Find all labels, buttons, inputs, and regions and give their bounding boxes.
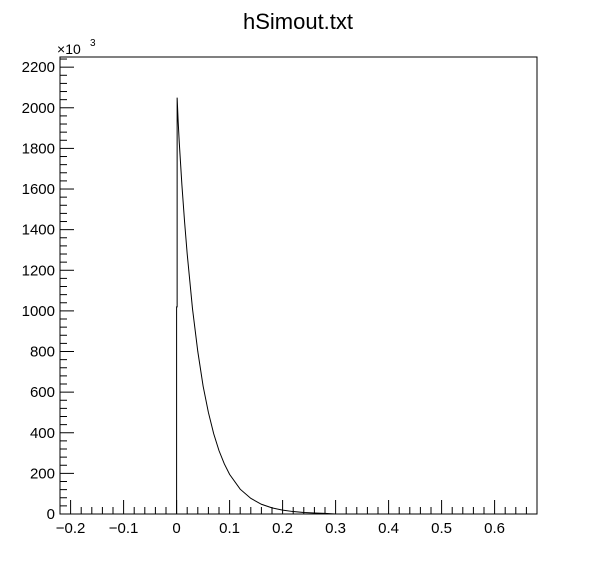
x-tick-label: 0.2 [272, 520, 293, 537]
y-tick-label: 400 [30, 425, 55, 442]
svg-text:×10: ×10 [57, 41, 81, 57]
x-tick-label: −0.2 [56, 520, 86, 537]
chart-title: hSimout.txt [243, 9, 353, 34]
x-tick-label: 0.1 [219, 520, 240, 537]
y-multiplier-label: ×10 3 [57, 38, 96, 57]
y-tick-label: 200 [30, 465, 55, 482]
y-axis: 0 200 400 600 800 1000 1200 1400 1600 1800 2000 220… [22, 58, 74, 523]
x-tick-label: −0.1 [109, 520, 139, 537]
y-tick-label: 2000 [22, 100, 55, 117]
y-multiplier-base: 10 [65, 41, 81, 57]
x-tick-label: 0.4 [378, 520, 399, 537]
y-tick-label: 600 [30, 384, 55, 401]
x-tick-label: 0.5 [431, 520, 452, 537]
x-axis: −0.2 −0.1 0 0.1 0.2 0.3 0.4 0.5 0.6 [56, 500, 538, 537]
x-tick-label: 0.6 [484, 520, 505, 537]
x-tick-label: 0 [172, 520, 180, 537]
plot-frame [59, 56, 538, 515]
series-line [175, 97, 336, 515]
y-tick-label: 1800 [22, 140, 55, 157]
y-tick-label: 1200 [22, 262, 55, 279]
y-tick-label: 1600 [22, 181, 55, 198]
y-tick-label: 0 [47, 506, 55, 523]
y-tick-label: 800 [30, 344, 55, 361]
y-multiplier-prefix: × [57, 41, 65, 57]
y-tick-label: 1400 [22, 222, 55, 239]
x-tick-label: 0.3 [325, 520, 346, 537]
y-multiplier-exponent: 3 [90, 38, 96, 49]
y-tick-label: 1000 [22, 303, 55, 320]
series-layer [175, 97, 336, 515]
y-tick-label: 2200 [22, 59, 55, 76]
